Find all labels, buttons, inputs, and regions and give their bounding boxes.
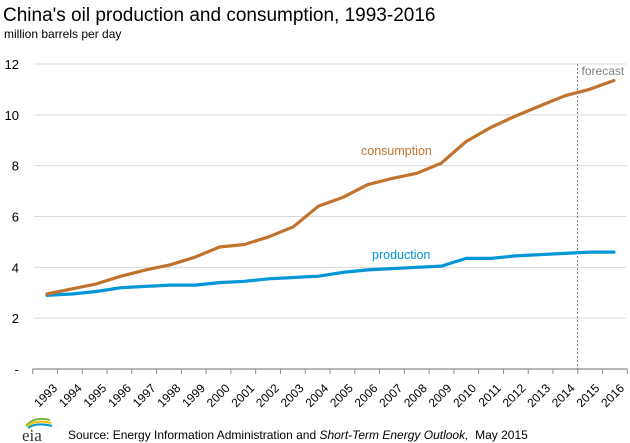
x-tick-label: 2016	[598, 381, 627, 410]
x-tick-label: 2002	[253, 381, 282, 410]
chart-title: China's oil production and consumption, …	[3, 5, 436, 26]
x-tick-label: 2014	[549, 381, 578, 410]
footer: eia Source: Energy Information Administr…	[0, 412, 630, 443]
x-tick-label: 2004	[302, 381, 331, 410]
x-tick-label: 2000	[204, 381, 233, 410]
y-tick-label: -	[15, 362, 19, 377]
x-tick-label: 2007	[376, 381, 405, 410]
series-lines	[45, 78, 616, 297]
x-tick-label: 2009	[426, 381, 455, 410]
x-tick-label: 1994	[56, 381, 85, 410]
x-tick-label: 2010	[450, 381, 479, 410]
eia-logo-icon: eia	[22, 417, 53, 442]
x-axis: 1993199419951996199719981999200020012002…	[31, 368, 628, 410]
x-tick-label: 1993	[31, 381, 60, 410]
x-tick-label: 1995	[81, 381, 110, 410]
source-date: May 2015	[468, 428, 528, 442]
y-tick-label: 6	[12, 210, 19, 225]
y-tick-label: 2	[12, 311, 19, 326]
forecast-divider: forecast	[577, 64, 625, 369]
source-prefix: Source: Energy Information Administratio…	[68, 428, 320, 442]
source-publication: Short-Term Energy Outlook,	[319, 428, 469, 442]
y-tick-label: 10	[5, 108, 19, 123]
x-tick-label: 2003	[278, 381, 307, 410]
consumption-label: consumption	[361, 144, 432, 158]
x-tick-label: 1999	[179, 381, 208, 410]
x-tick-label: 2011	[476, 381, 504, 409]
production-line	[45, 250, 616, 297]
x-tick-label: 1997	[130, 381, 159, 410]
x-tick-label: 1996	[105, 381, 134, 410]
source-note: Source: Energy Information Administratio…	[68, 428, 528, 442]
forecast-label: forecast	[582, 64, 625, 78]
x-tick-label: 2006	[352, 381, 381, 410]
consumption-line	[45, 78, 616, 296]
x-tick-label: 2015	[574, 381, 603, 410]
gridlines	[34, 63, 626, 319]
production-label: production	[372, 248, 430, 262]
x-tick-label: 2008	[401, 381, 430, 410]
x-tick-label: 2012	[500, 381, 529, 410]
series-labels: consumption production	[361, 144, 432, 262]
x-tick-label: 2001	[228, 381, 257, 410]
y-axis-ticks: - 2 4 6 8 10 12	[5, 57, 19, 377]
x-tick-label: 2005	[327, 381, 356, 410]
x-tick-label: 1998	[155, 381, 184, 410]
y-tick-label: 12	[5, 57, 19, 72]
y-tick-label: 4	[12, 260, 19, 275]
chart-subtitle: million barrels per day	[4, 27, 122, 41]
y-tick-label: 8	[12, 159, 19, 174]
eia-logo-text: eia	[22, 426, 42, 442]
x-tick-label: 2013	[524, 381, 553, 410]
